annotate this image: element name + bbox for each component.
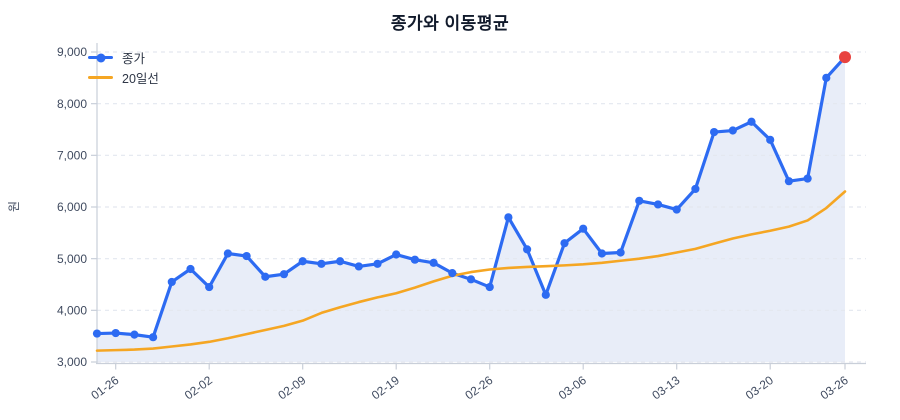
close-marker <box>728 126 737 135</box>
x-tick-label: 03-20 <box>743 373 776 403</box>
y-tick-label: 8,000 <box>57 97 87 111</box>
legend-item-ma20: 20일선 <box>88 70 159 86</box>
close-marker <box>691 184 700 194</box>
close-marker <box>298 257 307 266</box>
close-marker <box>223 249 232 258</box>
y-tick-label: 4,000 <box>57 304 87 318</box>
close-marker <box>373 259 382 268</box>
close-marker <box>747 117 756 126</box>
close-marker <box>579 224 588 233</box>
y-tick-label: 6,000 <box>57 200 87 214</box>
close-marker <box>448 269 457 278</box>
close-marker <box>635 196 644 205</box>
close-marker <box>466 275 476 284</box>
y-tick-label: 9,000 <box>57 45 87 59</box>
close-line-swatch <box>88 53 113 62</box>
chart-legend: 종가 20일선 <box>88 50 159 86</box>
close-marker <box>653 200 663 209</box>
legend-label-close: 종가 <box>122 52 146 66</box>
close-marker <box>392 250 401 259</box>
close-marker <box>560 239 569 248</box>
close-marker <box>410 255 419 264</box>
close-marker <box>242 251 251 261</box>
close-marker <box>167 277 176 287</box>
close-marker <box>92 329 102 338</box>
close-marker <box>710 127 719 137</box>
last-point-marker <box>839 51 851 64</box>
close-marker <box>111 328 120 338</box>
x-tick-label: 03-13 <box>649 373 682 403</box>
close-marker <box>186 264 195 274</box>
close-marker <box>354 262 363 271</box>
x-tick-label: 02-02 <box>182 373 215 403</box>
close-area-fill <box>97 57 845 363</box>
legend-label-ma20: 20일선 <box>122 72 159 86</box>
close-marker <box>616 248 625 257</box>
x-tick-label: 03-26 <box>818 373 851 403</box>
x-tick-label: 03-06 <box>556 373 589 403</box>
legend-item-close: 종가 <box>88 50 159 66</box>
close-marker <box>336 257 345 266</box>
x-tick-label: 02-26 <box>462 373 495 403</box>
close-marker <box>523 245 532 254</box>
y-axis-title: 원 <box>7 200 22 213</box>
close-marker <box>766 135 775 144</box>
close-marker <box>130 330 139 339</box>
y-tick-label: 5,000 <box>57 252 87 266</box>
x-tick-label: 01-26 <box>88 373 121 403</box>
close-marker <box>485 282 494 292</box>
close-marker <box>429 258 438 267</box>
close-marker <box>822 73 831 82</box>
close-marker-dot-icon <box>96 53 105 62</box>
close-marker <box>504 213 513 222</box>
x-tick-label: 02-09 <box>275 373 308 403</box>
ma20-line-swatch <box>88 76 113 79</box>
chart-title: 종가와 이동평균 <box>390 14 510 33</box>
close-marker <box>205 282 214 292</box>
close-marker <box>541 290 550 299</box>
y-tick-label: 3,000 <box>57 355 87 369</box>
x-tick-label: 02-19 <box>369 373 402 403</box>
ma20-line <box>95 190 847 352</box>
close-marker <box>597 249 607 258</box>
close-marker <box>261 272 270 281</box>
close-marker <box>784 177 794 186</box>
close-marker <box>672 205 681 214</box>
close-marker <box>149 333 158 342</box>
y-tick-label: 7,000 <box>57 149 87 163</box>
close-marker <box>279 270 289 279</box>
close-marker <box>317 259 326 268</box>
close-marker <box>803 174 812 183</box>
